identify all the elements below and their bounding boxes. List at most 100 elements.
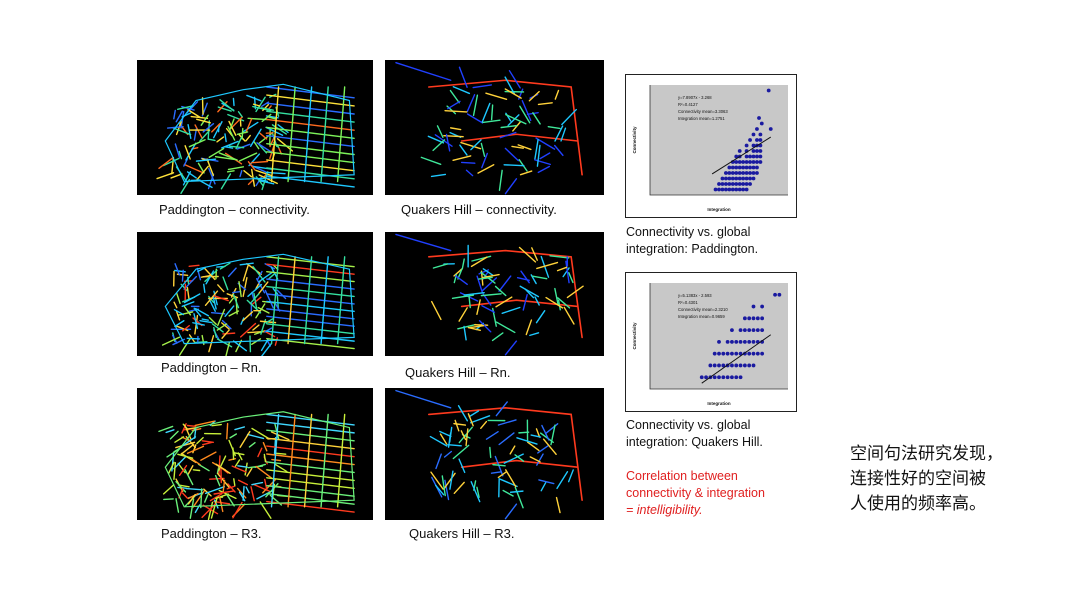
scatter-point — [751, 149, 756, 153]
scatter-point — [730, 187, 735, 192]
scatter-paddington: y=7.8907x - 3.268 R²=0.4127 Connectivity m… — [625, 74, 797, 218]
note-line: Correlation between — [626, 469, 738, 483]
scatter-point — [741, 187, 746, 192]
scatter-point — [734, 176, 739, 181]
caption-line: integration: Quakers Hill. — [626, 435, 763, 449]
scatter-point — [748, 160, 752, 164]
scatter-point — [727, 165, 732, 170]
scatter-point — [738, 339, 743, 344]
plot-area — [650, 283, 788, 389]
scatter-point — [759, 121, 764, 126]
scatter-point — [717, 375, 721, 380]
scatter-point — [741, 176, 746, 181]
scatter-point — [755, 149, 759, 153]
scatter-point — [717, 187, 721, 192]
scatter-point — [725, 375, 730, 380]
scatter-point — [737, 165, 742, 170]
caption-paddington-r3: Paddington – R3. — [161, 526, 262, 541]
scatter-point — [758, 132, 763, 137]
street-network — [395, 62, 583, 195]
scatter-point — [755, 165, 759, 170]
scatter-point — [760, 351, 765, 356]
scatter-point — [773, 292, 777, 297]
scatter-point — [748, 171, 752, 175]
scatter-point — [737, 187, 742, 192]
scatter-point — [738, 375, 743, 380]
scatter-point — [704, 375, 708, 380]
scatter-point — [738, 351, 743, 356]
scatter-point — [757, 116, 761, 120]
scatter-point — [760, 316, 765, 321]
scatter-point — [724, 182, 728, 186]
scatter-point — [720, 176, 725, 181]
scatter-point — [751, 143, 756, 148]
scatter-point — [755, 160, 759, 164]
scatter-point — [758, 138, 763, 142]
scatter-point — [730, 351, 734, 356]
scatter-point — [717, 351, 721, 356]
scatter-point — [734, 165, 739, 170]
scatter-point — [712, 363, 717, 368]
paddington-connectivity-map — [137, 60, 373, 195]
scatter-point — [751, 132, 756, 137]
scatter-point — [721, 363, 726, 368]
trend-line — [711, 136, 772, 175]
scatter-point — [738, 328, 743, 333]
scatter-point — [721, 351, 726, 356]
scatter-point — [730, 363, 734, 368]
scatter-quakers-hill: y=5.1383x - 2.593 R²=0.4301 Connectivity m… — [625, 272, 797, 412]
scatter-point — [738, 363, 743, 368]
scatter-point — [760, 328, 765, 333]
caption-line: Connectivity vs. global — [626, 225, 751, 239]
caption-paddington-connectivity: Paddington – connectivity. — [159, 202, 310, 217]
scatter-point — [734, 154, 739, 159]
scatter-point — [751, 328, 756, 333]
slide: Paddington – connectivity. Quakers Hill … — [137, 60, 805, 548]
note-line: connectivity & integration — [626, 486, 765, 500]
scatter-point — [744, 165, 749, 170]
scatter-point — [744, 171, 749, 175]
scatter-point — [717, 182, 721, 186]
scatter-point — [760, 304, 765, 309]
scatter-point — [748, 138, 752, 142]
scatter-point — [741, 160, 746, 164]
scatter-point — [758, 154, 763, 159]
regression-annotation: Connectivity mean=3.3063 — [678, 109, 728, 114]
paddington-rn-map — [137, 232, 373, 356]
scatter-point — [734, 160, 739, 164]
scatter-point — [730, 328, 734, 333]
scatter-point — [747, 339, 752, 344]
note-line: = intelligibility. — [626, 503, 703, 517]
scatter-point — [751, 339, 756, 344]
caption-line: integration: Paddington. — [626, 242, 759, 256]
scatter-point — [751, 363, 756, 368]
scatter-point — [737, 160, 742, 164]
scatter-point — [734, 182, 739, 186]
scatter-point — [727, 182, 732, 186]
axes — [649, 283, 788, 390]
y-axis-label: Connectivity — [632, 126, 637, 154]
scatter-point — [713, 187, 718, 192]
scatter-point — [751, 316, 756, 321]
scatter-point — [734, 171, 739, 175]
scatter-point — [744, 154, 749, 159]
scatter-point — [758, 149, 763, 153]
caption-quakers-r3: Quakers Hill – R3. — [409, 526, 515, 541]
scatter-point — [755, 171, 759, 175]
scatter-point — [747, 316, 752, 321]
street-network — [156, 83, 355, 195]
scatter-point — [751, 171, 756, 175]
side-note-line: 人使用的频率高。 — [850, 494, 986, 514]
x-axis-label: Integration — [707, 401, 731, 406]
regression-annotation: y=7.8907x - 3.268 — [678, 95, 712, 100]
scatter-point — [737, 182, 742, 186]
axes — [649, 85, 788, 196]
scatter-point — [755, 328, 760, 333]
scatter-point — [724, 171, 728, 175]
scatter-point — [708, 363, 713, 368]
scatter-point — [751, 165, 756, 170]
scatter-point — [741, 182, 746, 186]
scatter-point — [758, 160, 763, 164]
scatter-point — [724, 187, 728, 192]
scatter-point — [730, 176, 735, 181]
